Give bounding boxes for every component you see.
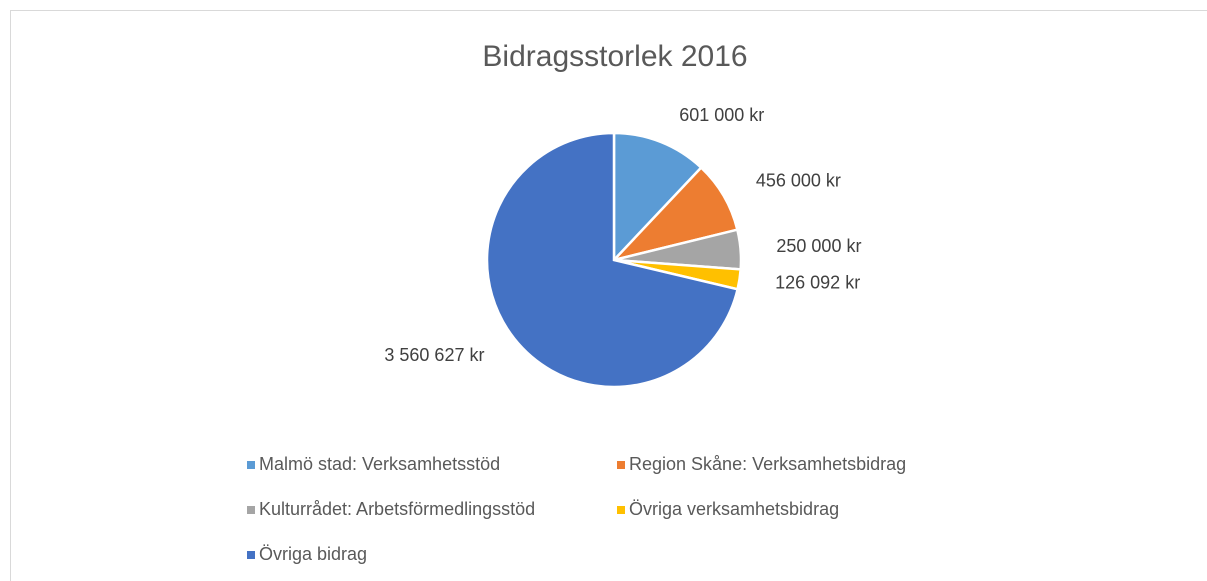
legend-label: Övriga bidrag <box>259 544 367 564</box>
legend-label: Malmö stad: Verksamhetsstöd <box>259 454 500 474</box>
data-label: 3 560 627 kr <box>384 345 484 365</box>
data-label: 126 092 kr <box>775 272 860 292</box>
chart-title: Bidragsstorlek 2016 <box>482 40 747 73</box>
data-label: 456 000 kr <box>756 171 841 191</box>
data-label: 250 000 kr <box>776 236 861 256</box>
data-label: 601 000 kr <box>679 105 764 125</box>
legend-label: Region Skåne: Verksamhetsbidrag <box>629 454 906 474</box>
pie-slice <box>612 131 703 264</box>
pie-slice <box>485 131 740 389</box>
legend-swatch <box>247 461 255 469</box>
legend-swatch <box>247 506 255 514</box>
legend-swatch <box>247 551 255 559</box>
legend-label: Övriga verksamhetsbidrag <box>629 499 839 519</box>
legend-swatch <box>617 461 625 469</box>
legend-label: Kulturrådet: Arbetsförmedlingsstöd <box>259 499 535 519</box>
legend-swatch <box>617 506 625 514</box>
